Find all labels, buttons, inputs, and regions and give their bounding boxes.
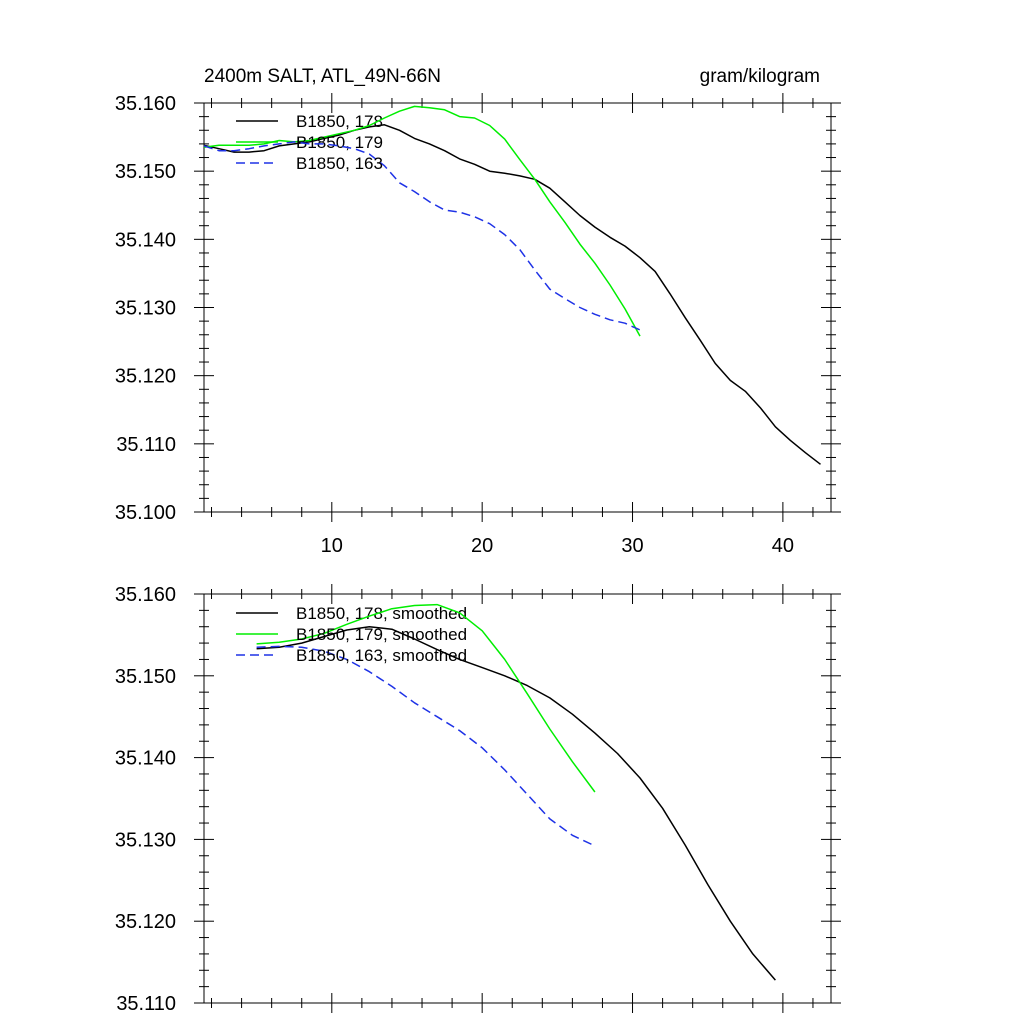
y-tick-label: 35.150 bbox=[115, 666, 176, 688]
legend-label: B1850, 163, smoothed bbox=[296, 646, 467, 665]
top-panel-title: 2400m SALT, ATL_49N-66N bbox=[204, 66, 441, 87]
top-panel: 10 20 30 40 35.100 35.110 35.120 35.130 35.140 35… bbox=[115, 93, 841, 557]
legend-label: B1850, 179, smoothed bbox=[296, 625, 467, 644]
y-tick-label: 35.140 bbox=[115, 748, 176, 770]
series-line bbox=[256, 645, 596, 847]
bottom-panel: 35.110 35.120 35.130 35.140 35.150 35.160 B185… bbox=[115, 584, 841, 1015]
y-tick-label: 35.160 bbox=[115, 584, 176, 606]
y-tick-label: 35.150 bbox=[115, 161, 176, 183]
x-tick-label: 40 bbox=[772, 535, 794, 557]
series-line bbox=[203, 105, 641, 337]
series-line bbox=[256, 625, 776, 981]
x-tick-label: 10 bbox=[321, 535, 343, 557]
y-tick-label: 35.100 bbox=[115, 502, 176, 524]
y-tick-label: 35.120 bbox=[115, 911, 176, 933]
legend-label: B1850, 178 bbox=[296, 112, 383, 131]
x-tick-label: 20 bbox=[471, 535, 493, 557]
legend-label: B1850, 163 bbox=[296, 154, 383, 173]
series-line bbox=[256, 603, 596, 793]
y-tick-label: 35.130 bbox=[115, 298, 176, 320]
legend-label: B1850, 178, smoothed bbox=[296, 604, 467, 623]
y-tick-label: 35.130 bbox=[115, 829, 176, 851]
series-line bbox=[203, 141, 641, 331]
y-tick-label: 35.110 bbox=[116, 434, 176, 456]
y-tick-label: 35.110 bbox=[116, 993, 176, 1015]
plot-frame bbox=[203, 593, 832, 1004]
series-line bbox=[203, 124, 821, 465]
y-tick-label: 35.140 bbox=[115, 229, 176, 251]
x-tick-label: 30 bbox=[621, 535, 643, 557]
y-tick-label: 35.120 bbox=[115, 366, 176, 388]
y-tick-label: 35.160 bbox=[115, 93, 176, 115]
top-panel-units: gram/kilogram bbox=[700, 66, 820, 87]
legend-label: B1850, 179 bbox=[296, 133, 383, 152]
